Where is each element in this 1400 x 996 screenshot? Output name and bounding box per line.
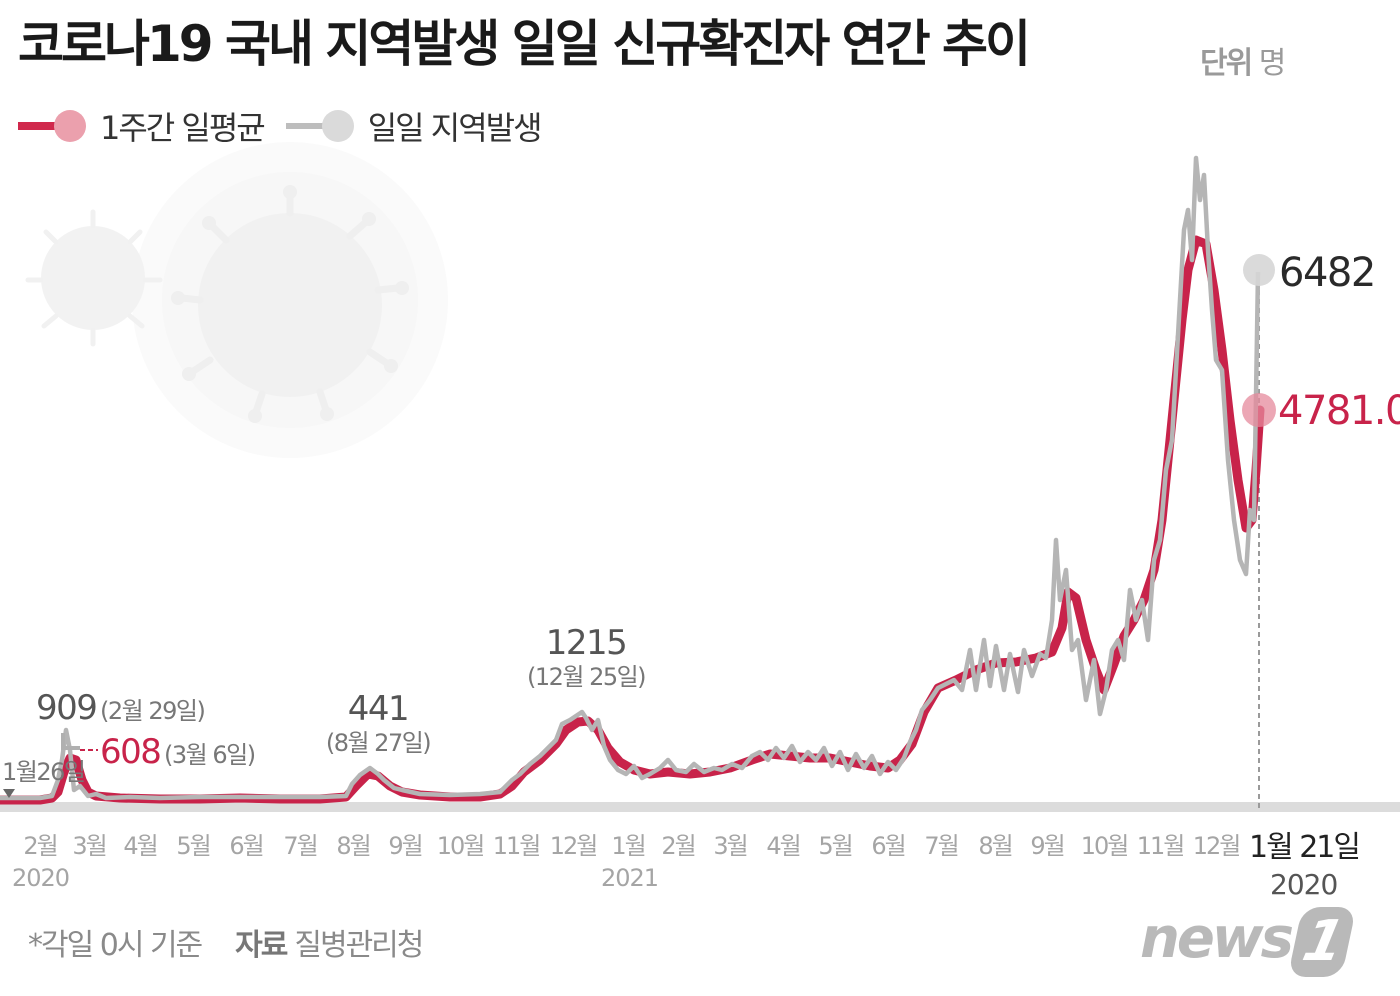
annotation-peak3-value: 1215 (545, 623, 628, 663)
annotation-latest-daily: 6482 (1279, 250, 1376, 296)
legend-label-avg: 1주간 일평균 (100, 109, 266, 147)
annotation-peak2-value: 441 (347, 689, 410, 729)
annotation-peak1-avg-value: 608 (100, 732, 162, 772)
annotation-peak3-date: (12월 25일) (526, 663, 647, 691)
year-label-2021: 2021 (601, 864, 659, 892)
x-tick: 8월 (336, 832, 371, 860)
annotation-peak2: 441 (8월 27일) (322, 690, 434, 758)
x-tick: 4월 (766, 832, 801, 860)
year-label-2020: 2020 (12, 864, 70, 892)
annotation-peak1-daily-date: (2월 29일) (100, 697, 206, 725)
start-marker-icon (3, 789, 15, 798)
x-tick: 6월 (229, 832, 264, 860)
x-axis-labels: 2월 3월 4월 5월 6월 7월 8월 9월 10월 11월 12월 1월 2… (0, 826, 1400, 865)
x-tick: 1월 (611, 832, 646, 860)
footer-source-label: 자료 (235, 928, 288, 963)
footer: *각일 0시 기준 자료 질병관리청 (28, 920, 424, 964)
legend-swatch-dot-avg (54, 110, 86, 142)
legend-swatch-line-avg (18, 122, 58, 130)
latest-avg-marker (1242, 393, 1276, 427)
annotation-start-date-text: 1월26일 (2, 758, 86, 786)
legend-item-daily: 일일 지역발생 (285, 103, 543, 149)
footer-source: 질병관리청 (294, 928, 424, 963)
x-tick-end: 1월 21일 (1249, 830, 1361, 865)
latest-daily-marker (1243, 254, 1275, 286)
peak1-connector (61, 733, 80, 750)
year-label-end: 2020 (1270, 868, 1338, 901)
news1-logo: news 1 (1140, 906, 1357, 977)
annotation-start-date: 1월26일 (2, 752, 86, 787)
annotation-peak1-avg: 608 (3월 6일) (100, 732, 256, 772)
unit-label: 단위 명 (1200, 38, 1287, 82)
chart-title: 코로나19 국내 지역발생 일일 신규확진자 연간 추이 (18, 15, 1031, 73)
x-tick: 10월 (436, 832, 486, 860)
legend-label-daily: 일일 지역발생 (367, 109, 543, 147)
x-tick: 11월 (1136, 832, 1186, 860)
x-tick: 9월 (1030, 832, 1065, 860)
annotation-latest-avg: 4781.0 (1278, 388, 1400, 434)
footer-note: *각일 0시 기준 (28, 928, 203, 963)
x-tick: 2월 (23, 832, 58, 860)
x-tick: 4월 (123, 832, 158, 860)
virus-illustration-icon (25, 142, 448, 458)
x-tick: 3월 (72, 832, 107, 860)
x-tick: 9월 (388, 832, 423, 860)
legend: 1주간 일평균 일일 지역발생 (18, 104, 563, 148)
x-tick: 7월 (924, 832, 959, 860)
x-tick: 11월 (492, 832, 542, 860)
annotation-peak2-date: (8월 27일) (325, 729, 432, 757)
x-tick: 5월 (818, 832, 853, 860)
x-tick: 5월 (176, 832, 211, 860)
x-tick: 7월 (283, 832, 318, 860)
annotation-peak1-daily-value: 909 (36, 688, 98, 728)
annotation-peak1-daily: 909 (2월 29일) (36, 688, 206, 728)
x-tick: 2월 (661, 832, 696, 860)
legend-swatch-dot-daily (321, 110, 354, 142)
legend-item-avg: 1주간 일평균 (18, 103, 266, 149)
x-tick: 12월 (549, 832, 599, 860)
x-axis-baseline (0, 802, 1400, 812)
x-tick: 6월 (871, 832, 906, 860)
annotation-peak1-avg-date: (3월 6일) (164, 741, 256, 769)
series-line-daily (0, 155, 1261, 801)
unit-label-value: 명 (1258, 46, 1287, 81)
x-tick: 3월 (713, 832, 748, 860)
news1-logo-text: news (1140, 906, 1294, 971)
x-tick: 10월 (1080, 832, 1130, 860)
news1-logo-mark: 1 (1287, 906, 1357, 977)
unit-label-key: 단위 (1200, 46, 1253, 81)
x-tick: 12월 (1192, 832, 1242, 860)
legend-swatch-line-daily (285, 123, 326, 129)
x-tick: 8월 (978, 832, 1013, 860)
annotation-peak3: 1215 (12월 25일) (516, 624, 656, 692)
